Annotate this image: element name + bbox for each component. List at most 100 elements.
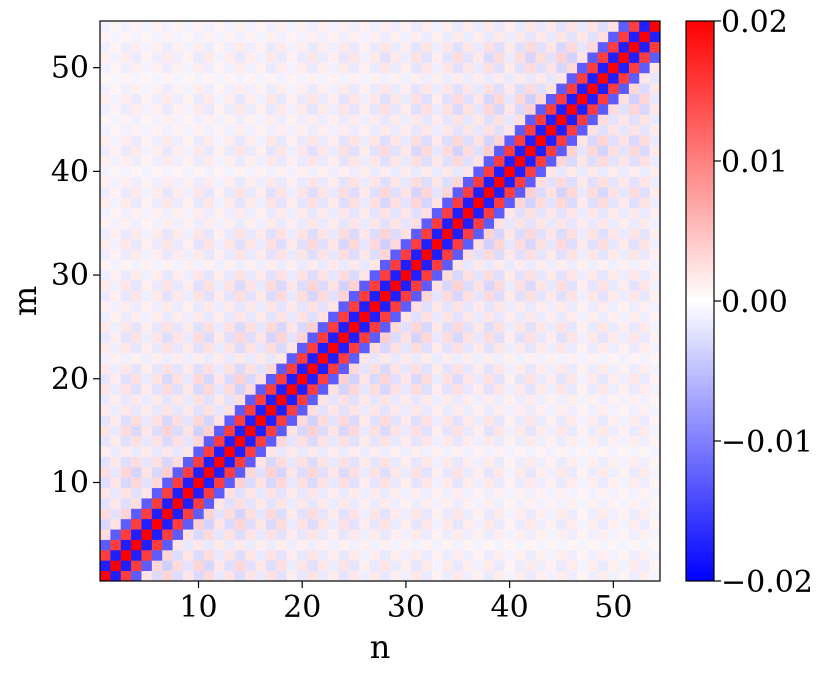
heatmap-cell — [369, 166, 381, 177]
heatmap-cell — [297, 435, 308, 447]
heatmap-cell — [348, 332, 360, 343]
heatmap-cell — [545, 529, 557, 540]
heatmap-cell — [649, 249, 661, 260]
heatmap-cell — [618, 549, 630, 561]
heatmap-cell — [494, 487, 505, 499]
heatmap-cell — [462, 280, 474, 292]
heatmap-cell — [193, 363, 205, 374]
heatmap-cell — [577, 415, 588, 426]
heatmap-cell — [649, 487, 661, 499]
heatmap-cell — [514, 41, 526, 53]
heatmap-cell — [265, 487, 277, 499]
heatmap-cell — [421, 539, 433, 551]
heatmap-cell — [120, 72, 132, 84]
heatmap-cell — [452, 498, 464, 509]
heatmap-cell — [380, 529, 391, 540]
heatmap-cell — [566, 259, 578, 271]
heatmap-cell — [380, 508, 391, 520]
heatmap-cell — [411, 197, 422, 209]
heatmap-cell — [494, 31, 505, 43]
heatmap-cell — [566, 155, 578, 167]
heatmap-cell — [110, 186, 122, 198]
heatmap-cell — [597, 103, 609, 115]
heatmap-cell — [338, 487, 350, 499]
heatmap-cell — [452, 228, 464, 240]
heatmap-cell — [390, 249, 402, 260]
heatmap-cell — [535, 52, 547, 63]
heatmap-cell — [535, 321, 547, 333]
heatmap-cell — [317, 321, 329, 333]
heatmap-cell — [628, 518, 640, 530]
heatmap-cell — [203, 176, 215, 188]
heatmap-cell — [214, 518, 225, 530]
heatmap-cell — [151, 570, 163, 582]
heatmap-cell — [234, 135, 246, 146]
heatmap-cell — [556, 135, 568, 146]
heatmap-cell — [556, 21, 568, 32]
heatmap-cell — [628, 301, 640, 312]
heatmap-cell — [141, 456, 153, 468]
heatmap-cell — [234, 124, 246, 136]
heatmap-cell — [307, 539, 319, 551]
heatmap-cell — [431, 259, 443, 271]
heatmap-cell — [380, 31, 391, 43]
heatmap-cell — [255, 415, 267, 426]
heatmap-cell — [431, 321, 443, 333]
heatmap-cell — [131, 259, 142, 271]
heatmap-cell — [566, 238, 578, 250]
heatmap-cell — [162, 83, 173, 94]
heatmap-cell — [317, 425, 329, 437]
heatmap-cell — [151, 415, 163, 426]
heatmap-cell — [255, 456, 267, 468]
heatmap-cell — [587, 570, 599, 582]
heatmap-cell — [193, 394, 205, 406]
heatmap-cell — [380, 21, 391, 32]
heatmap-cell — [431, 52, 443, 63]
heatmap-cell — [172, 249, 184, 260]
heatmap-cell — [369, 498, 381, 509]
heatmap-cell — [473, 52, 485, 63]
heatmap-cell — [182, 207, 194, 219]
heatmap-cell — [577, 477, 588, 489]
heatmap-cell — [234, 228, 246, 240]
heatmap-cell — [462, 259, 474, 271]
heatmap-cell — [141, 31, 153, 43]
heatmap-cell — [556, 321, 568, 333]
heatmap-cell — [297, 487, 308, 499]
heatmap-cell — [504, 394, 516, 406]
heatmap-cell — [566, 41, 578, 53]
heatmap-cell — [431, 560, 443, 572]
heatmap-cell — [369, 508, 381, 520]
heatmap-cell — [462, 311, 474, 323]
heatmap-cell — [452, 539, 464, 551]
heatmap-cell — [131, 114, 142, 126]
heatmap-cell — [483, 280, 495, 292]
heatmap-cell — [203, 259, 215, 271]
heatmap-cell — [151, 93, 163, 105]
heatmap-cell — [442, 498, 453, 509]
heatmap-cell — [452, 83, 464, 94]
heatmap-cell — [307, 186, 319, 198]
heatmap-cell — [421, 373, 433, 385]
heatmap-cell — [245, 477, 256, 489]
heatmap-cell — [473, 72, 485, 84]
heatmap-cell — [338, 456, 350, 468]
heatmap-cell — [608, 83, 619, 94]
heatmap-cell — [400, 249, 412, 260]
heatmap-cell — [141, 498, 153, 509]
heatmap-cell — [525, 363, 536, 374]
heatmap-cell — [265, 228, 277, 240]
heatmap-cell — [411, 373, 422, 385]
heatmap-cell — [566, 135, 578, 146]
heatmap-cell — [131, 238, 142, 250]
heatmap-cell — [100, 352, 111, 364]
heatmap-cell — [328, 549, 339, 561]
heatmap-cell — [369, 280, 381, 292]
heatmap-cell — [504, 114, 516, 126]
heatmap-cell — [504, 404, 516, 416]
heatmap-cell — [483, 93, 495, 105]
heatmap-cell — [525, 498, 536, 509]
heatmap-cell — [597, 508, 609, 520]
heatmap-cell — [307, 269, 319, 281]
heatmap-cell — [452, 155, 464, 167]
